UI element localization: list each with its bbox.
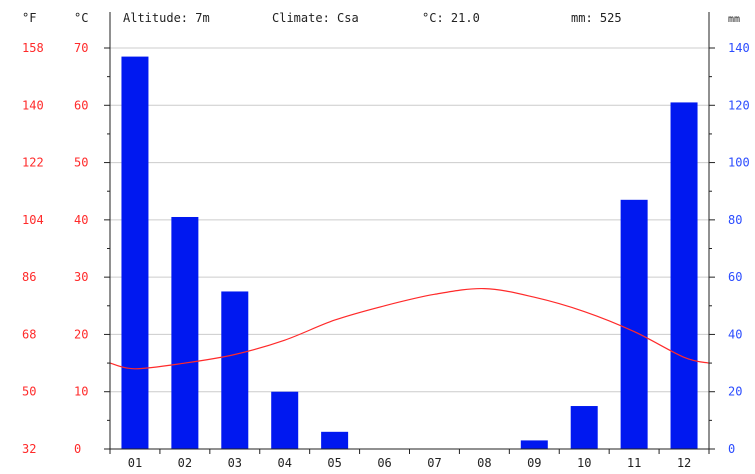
- month-label: 01: [128, 456, 142, 470]
- celsius-tick-label: 50: [74, 156, 88, 170]
- month-label: 08: [477, 456, 491, 470]
- month-label: 05: [327, 456, 341, 470]
- altitude-label: Altitude: 7m: [123, 11, 210, 25]
- fahrenheit-tick-label: 32: [22, 442, 36, 456]
- precipitation-bar: [670, 102, 698, 450]
- precipitation-bar: [620, 199, 648, 449]
- month-label: 09: [527, 456, 541, 470]
- mm-tick-label: 40: [728, 327, 742, 341]
- month-label: 06: [377, 456, 391, 470]
- month-label: 03: [228, 456, 242, 470]
- temperature-line-group: [109, 287, 710, 370]
- celsius-tick-label: 30: [74, 270, 88, 284]
- precipitation-bar: [171, 216, 199, 449]
- fahrenheit-tick-label: 158: [22, 41, 44, 55]
- fahrenheit-tick-label: 68: [22, 327, 36, 341]
- grid: [110, 47, 709, 393]
- climate-label: Climate: Csa: [272, 11, 359, 25]
- celsius-tick-label: 10: [74, 385, 88, 399]
- celsius-tick-label: 20: [74, 327, 88, 341]
- precipitation-total-label: mm: 525: [571, 11, 622, 25]
- precipitation-bar: [520, 440, 548, 449]
- celsius-tick-label: 70: [74, 41, 88, 55]
- celsius-tick-label: 60: [74, 98, 88, 112]
- fahrenheit-tick-label: 122: [22, 156, 44, 170]
- axes: [104, 12, 715, 454]
- celsius-tick-label: 40: [74, 213, 88, 227]
- precipitation-bar: [121, 56, 149, 449]
- mm-tick-label: 20: [728, 385, 742, 399]
- f-unit-label: °F: [22, 11, 36, 25]
- c-unit-label: °C: [74, 11, 88, 25]
- precipitation-bar: [221, 291, 249, 449]
- month-label: 02: [178, 456, 192, 470]
- celsius-tick-label: 0: [74, 442, 81, 456]
- mm-tick-label: 100: [728, 156, 750, 170]
- month-label: 11: [627, 456, 641, 470]
- month-label: 04: [277, 456, 291, 470]
- mm-tick-label: 60: [728, 270, 742, 284]
- mean-temperature-label: °C: 21.0: [422, 11, 480, 25]
- mm-unit-label: mm: [728, 14, 740, 25]
- month-label: 07: [427, 456, 441, 470]
- precipitation-bars: [121, 56, 698, 450]
- mm-tick-label: 140: [728, 41, 750, 55]
- temperature-line: [109, 287, 710, 370]
- precipitation-bar: [570, 406, 598, 449]
- month-label: 12: [677, 456, 691, 470]
- fahrenheit-tick-label: 86: [22, 270, 36, 284]
- mm-tick-label: 80: [728, 213, 742, 227]
- mm-tick-label: 0: [728, 442, 735, 456]
- fahrenheit-tick-label: 50: [22, 385, 36, 399]
- mm-tick-label: 120: [728, 98, 750, 112]
- fahrenheit-tick-label: 104: [22, 213, 44, 227]
- precipitation-bar: [271, 391, 299, 449]
- fahrenheit-tick-label: 140: [22, 98, 44, 112]
- month-label: 10: [577, 456, 591, 470]
- precipitation-bar: [321, 431, 349, 449]
